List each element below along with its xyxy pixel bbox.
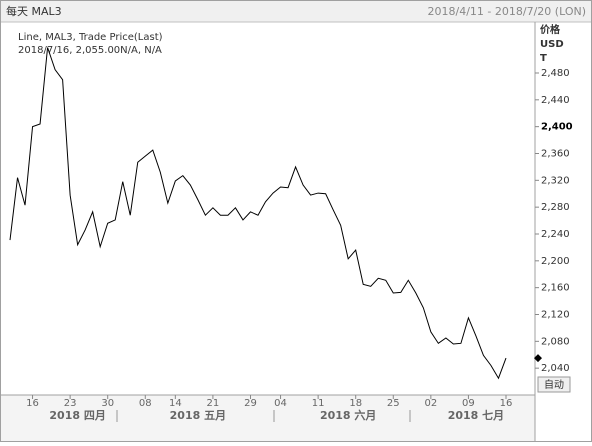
month-label: 2018 四月	[49, 409, 105, 422]
month-label: 2018 五月	[170, 409, 226, 422]
month-label: 2018 六月	[320, 408, 376, 422]
x-tick-label: 08	[139, 398, 152, 409]
y-tick-label: 2,440	[541, 95, 570, 106]
y-tick-label: 2,040	[541, 363, 570, 374]
legend-value: 2018/7/16, 2,055.00N/A, N/A	[18, 45, 162, 56]
last-price-marker	[534, 354, 542, 363]
y-tick-label: 2,480	[541, 68, 570, 79]
header-range: 2018/4/11 - 2018/7/20 (LON)	[428, 5, 586, 18]
y-tick-label: 2,320	[541, 175, 570, 186]
y-tick-label: 2,240	[541, 229, 570, 240]
price-line	[9, 47, 507, 380]
x-tick-label: 09	[462, 398, 475, 409]
x-tick-label: 14	[169, 398, 182, 409]
x-tick-label: 25	[387, 398, 400, 409]
legend-line: Line, MAL3, Trade Price(Last)	[18, 32, 163, 43]
x-tick-label: 29	[244, 398, 257, 409]
header-bar	[1, 1, 591, 22]
header-title: 每天 MAL3	[6, 4, 62, 18]
x-tick-label: 16	[500, 398, 513, 409]
y-tick-label: 2,280	[541, 202, 570, 213]
y-tick-label: 2,080	[541, 336, 570, 347]
y-tick-label: 2,160	[541, 283, 570, 294]
x-tick-label: 02	[424, 398, 437, 409]
y-tick-label: 2,200	[541, 256, 570, 267]
month-label: 2018 七月	[448, 408, 504, 422]
axis-header: T	[540, 53, 547, 64]
x-tick-label: 04	[274, 398, 287, 409]
y-tick-label: 2,360	[541, 148, 570, 159]
y-tick-label: 2,400	[541, 122, 573, 133]
x-tick-label: 16	[26, 398, 39, 409]
axis-header: 价格	[540, 23, 561, 36]
x-tick-label: 23	[64, 398, 77, 409]
x-tick-label: 18	[349, 398, 362, 409]
axis-header: USD	[540, 39, 564, 50]
y-tick-label: 2,120	[541, 309, 570, 320]
auto-button[interactable]	[537, 376, 571, 393]
x-tick-label: 21	[207, 398, 220, 409]
x-tick-label: 30	[101, 398, 114, 409]
x-tick-label: 11	[312, 398, 325, 409]
auto-button-label[interactable]: 自动	[544, 378, 564, 391]
x-axis-area	[1, 395, 535, 441]
